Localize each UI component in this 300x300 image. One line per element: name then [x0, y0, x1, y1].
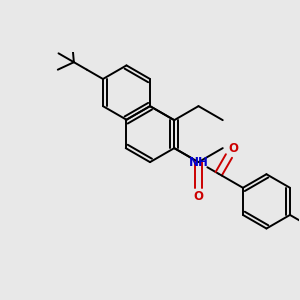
Text: O: O	[228, 142, 238, 155]
Text: O: O	[194, 190, 203, 203]
Text: NH: NH	[189, 156, 209, 169]
